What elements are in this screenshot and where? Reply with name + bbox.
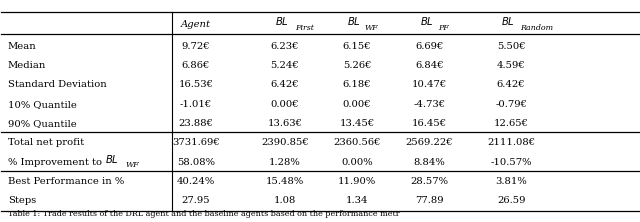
Text: 5.26€: 5.26€ [342,61,371,70]
Text: $BL$: $BL$ [501,15,515,27]
Text: 5.24€: 5.24€ [271,61,300,70]
Text: 9.72€: 9.72€ [181,42,210,51]
Text: Mean: Mean [8,42,36,51]
Text: 3731.69€: 3731.69€ [172,138,220,147]
Text: Median: Median [8,61,46,70]
Text: 3.81%: 3.81% [495,177,527,186]
Text: PF: PF [438,24,449,32]
Text: 10% Quantile: 10% Quantile [8,100,77,109]
Text: 8.84%: 8.84% [413,158,445,166]
Text: -10.57%: -10.57% [490,158,532,166]
Text: -4.73€: -4.73€ [413,100,445,109]
Text: Random: Random [520,24,553,32]
Text: Agent: Agent [180,20,211,29]
Text: 90% Quantile: 90% Quantile [8,119,77,128]
Text: 11.90%: 11.90% [338,177,376,186]
Text: 5.50€: 5.50€ [497,42,525,51]
Text: 6.18€: 6.18€ [342,80,371,89]
Text: 12.65€: 12.65€ [493,119,529,128]
Text: 0.00€: 0.00€ [342,100,371,109]
Text: WF: WF [364,24,378,32]
Text: 0.00%: 0.00% [341,158,372,166]
Text: 1.34: 1.34 [346,196,368,205]
Text: 6.15€: 6.15€ [342,42,371,51]
Text: 6.86€: 6.86€ [182,61,210,70]
Text: -1.01€: -1.01€ [180,100,212,109]
Text: 2360.56€: 2360.56€ [333,138,381,147]
Text: 6.42€: 6.42€ [271,80,300,89]
Text: 1.28%: 1.28% [269,158,301,166]
Text: $BL$: $BL$ [104,153,118,165]
Text: 58.08%: 58.08% [177,158,215,166]
Text: 2569.22€: 2569.22€ [406,138,453,147]
Text: 1.08: 1.08 [274,196,296,205]
Text: 10.47€: 10.47€ [412,80,447,89]
Text: 6.69€: 6.69€ [415,42,444,51]
Text: 77.89: 77.89 [415,196,444,205]
Text: $BL$: $BL$ [347,15,361,27]
Text: 13.63€: 13.63€ [268,119,303,128]
Text: 2390.85€: 2390.85€ [261,138,309,147]
Text: Standard Deviation: Standard Deviation [8,80,106,89]
Text: 2111.08€: 2111.08€ [487,138,535,147]
Text: First: First [294,24,314,32]
Text: 13.45€: 13.45€ [339,119,374,128]
Text: Best Performance in %: Best Performance in % [8,177,124,186]
Text: 6.23€: 6.23€ [271,42,300,51]
Text: 26.59: 26.59 [497,196,525,205]
Text: $BL$: $BL$ [419,15,433,27]
Text: -0.79€: -0.79€ [495,100,527,109]
Text: 16.53€: 16.53€ [179,80,213,89]
Text: WF: WF [125,161,140,169]
Text: $BL$: $BL$ [275,15,289,27]
Text: % Improvement to: % Improvement to [8,158,105,166]
Text: 6.42€: 6.42€ [497,80,525,89]
Text: 23.88€: 23.88€ [179,119,213,128]
Text: 15.48%: 15.48% [266,177,304,186]
Text: 27.95: 27.95 [181,196,210,205]
Text: 6.84€: 6.84€ [415,61,444,70]
Text: 40.24%: 40.24% [177,177,215,186]
Text: 4.59€: 4.59€ [497,61,525,70]
Text: Total net profit: Total net profit [8,138,84,147]
Text: 0.00€: 0.00€ [271,100,300,109]
Text: Table 1: Trade results of the DRL agent and the baseline agents based on the per: Table 1: Trade results of the DRL agent … [8,210,399,218]
Text: Steps: Steps [8,196,36,205]
Text: 16.45€: 16.45€ [412,119,447,128]
Text: 28.57%: 28.57% [411,177,449,186]
